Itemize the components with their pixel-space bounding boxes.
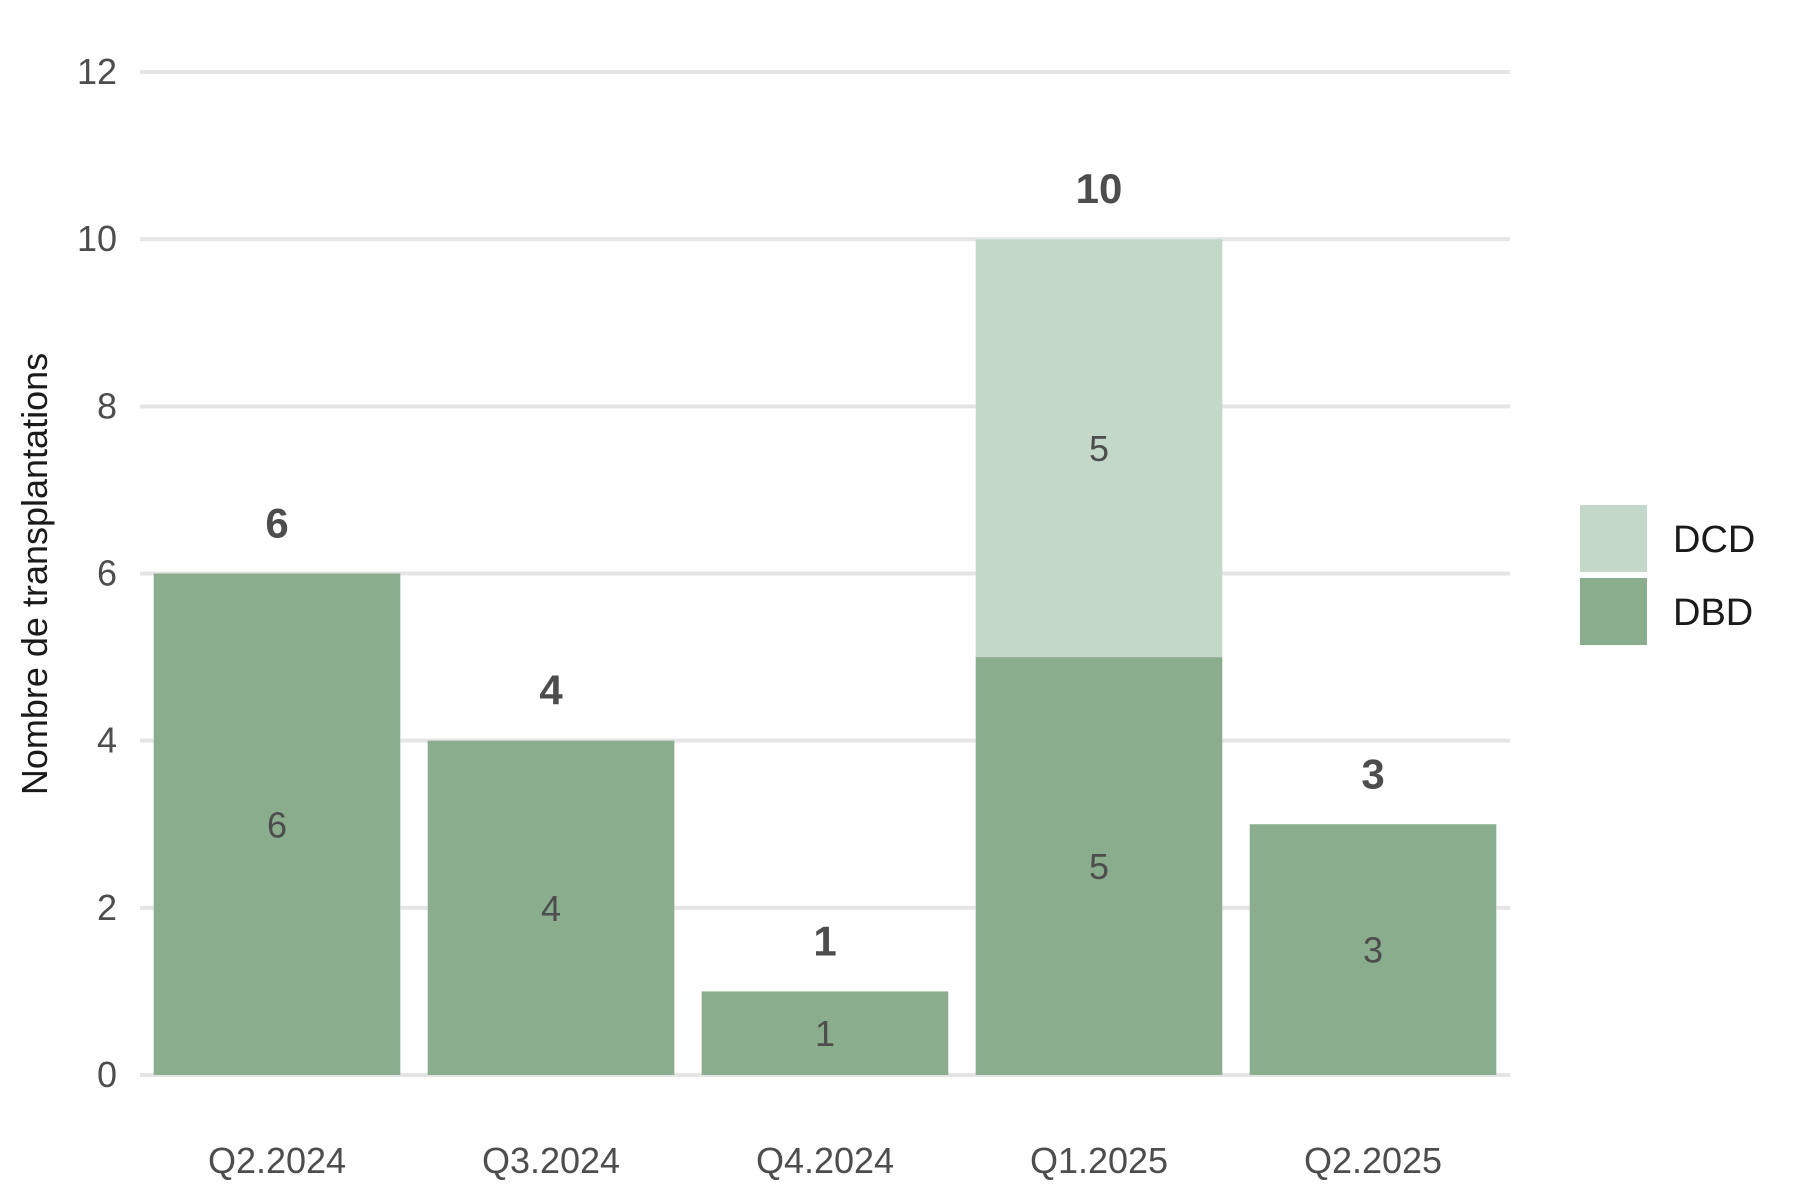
total-value-label: 3 [1361,750,1384,797]
legend: DCD DBD [1580,505,1755,645]
segment-value-label: 1 [815,1013,835,1054]
y-tick-label: 10 [77,218,117,259]
x-axis-ticks: Q2.2024 Q3.2024 Q4.2024 Q1.2025 Q2.2025 [208,1140,1442,1181]
y-axis-label: Nombre de transplantations [14,353,55,795]
bar-dbd [427,740,675,1075]
y-axis-ticks: 0 2 4 6 8 10 12 [77,51,117,1095]
bar-dbd [153,573,401,1075]
y-tick-label: 12 [77,51,117,92]
segment-value-label: 4 [541,888,561,929]
x-tick-label: Q2.2024 [208,1140,346,1181]
y-tick-label: 2 [97,887,117,928]
bar-dcd [975,239,1223,658]
segment-value-label: 6 [267,804,287,845]
y-tick-label: 8 [97,385,117,426]
segment-value-label: 5 [1089,428,1109,469]
bar-dbd [701,991,949,1075]
x-tick-label: Q1.2025 [1030,1140,1168,1181]
segment-value-label: 5 [1089,846,1109,887]
total-value-label: 1 [813,917,836,964]
legend-label-dbd: DBD [1673,592,1753,634]
x-tick-label: Q3.2024 [482,1140,620,1181]
legend-label-dcd: DCD [1673,519,1755,561]
total-value-label: 4 [539,667,563,714]
bars [153,239,1497,1075]
bar-labels: 6 6 4 4 1 1 5 5 10 3 3 [265,165,1384,1054]
segment-value-label: 3 [1363,930,1383,971]
legend-swatch-dbd [1580,578,1647,645]
total-value-label: 10 [1076,165,1123,212]
bar-dbd [975,657,1223,1075]
y-tick-label: 0 [97,1054,117,1095]
bar-dbd [1249,824,1497,1075]
legend-swatch-dcd [1580,505,1647,572]
y-tick-label: 4 [97,720,117,761]
total-value-label: 6 [265,500,288,547]
x-tick-label: Q2.2025 [1304,1140,1442,1181]
x-tick-label: Q4.2024 [756,1140,894,1181]
y-tick-label: 6 [97,553,117,594]
